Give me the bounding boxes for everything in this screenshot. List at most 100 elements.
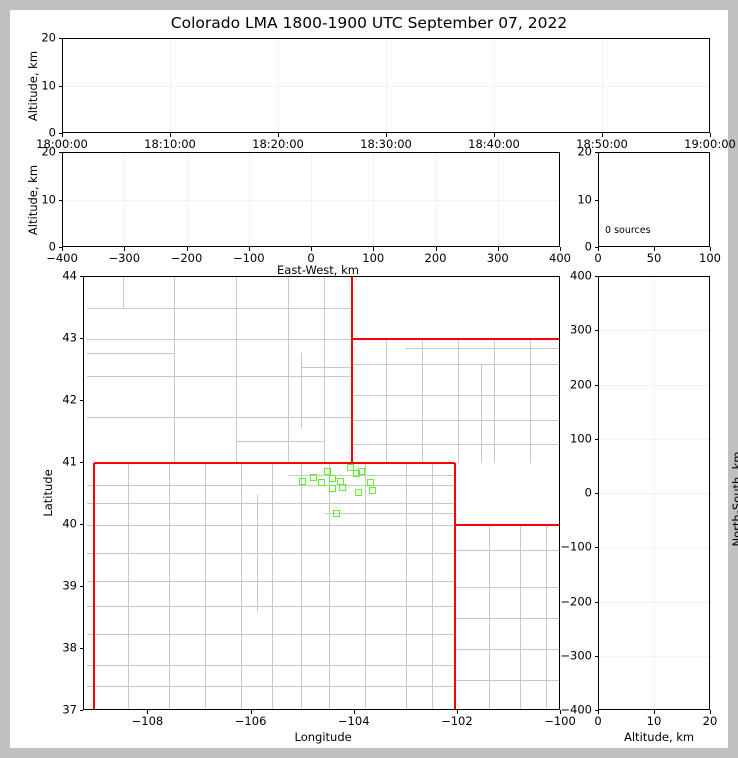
axis-ticklabel-x: −106 [234,714,267,728]
grid-line-horizontal [63,199,559,201]
figure-title: Colorado LMA 1800-1900 UTC September 07,… [170,14,568,32]
county-border [488,525,490,709]
axis-ticklabel-y: 400 [570,268,592,283]
axis-label-y-north-south: North-South, km [730,451,738,547]
axis-tick-x [62,133,63,137]
county-border [455,649,559,650]
axis-tick-y [594,384,598,386]
axis-ticklabel-x: 18:30:00 [360,137,412,151]
axis-label-x-east-west: East-West, km [277,263,359,277]
county-border [352,363,559,365]
lma-station-marker [357,468,365,476]
grid-line-horizontal [599,384,709,386]
axis-tick-x [654,247,655,251]
county-border [86,339,353,340]
axis-ticklabel-x: 200 [424,251,447,265]
panel-altitude-vs-time[interactable] [62,38,710,133]
axis-tick-y [594,710,598,711]
county-border [328,463,330,709]
county-border [432,463,434,709]
county-border [352,394,559,396]
axis-ticklabel-y: −100 [560,539,592,554]
county-border [545,525,547,709]
county-border [365,463,367,709]
axis-ticklabel-x: 400 [549,251,571,265]
grid-line-horizontal [599,330,709,332]
county-border [122,277,124,308]
axis-tick-x [560,710,561,714]
state-border [455,524,559,526]
axis-ticklabel-y: 43 [62,330,77,345]
axis-ticklabel-x: 0 [307,251,315,265]
county-border [493,339,495,463]
lma-station-marker [328,475,336,482]
axis-ticklabel-y: −300 [560,648,592,662]
county-border [323,277,325,463]
axis-ticklabel-x: 18:00:00 [36,137,88,151]
axis-tick-x [278,133,279,137]
county-border [385,339,387,463]
county-border [455,587,559,588]
axis-ticklabel-y: 40 [62,516,77,531]
lma-station-marker [355,489,363,497]
county-border [519,525,521,709]
county-border [457,339,459,463]
axis-ticklabel-x: 18:10:00 [144,137,196,151]
lma-station-marker [368,486,376,494]
axis-ticklabel-y: 10 [577,191,592,206]
county-border [352,444,559,446]
axis-tick-y [594,276,598,277]
axis-tick-y [58,133,62,134]
panel-altitude-vs-east-west[interactable] [62,152,560,247]
axis-tick-x [602,133,603,137]
state-border [92,463,95,709]
axis-tick-y [58,152,62,153]
county-border [481,363,483,463]
panel-source-histogram[interactable]: 0 sources [598,152,710,247]
axis-ticklabel-y: 42 [62,392,77,407]
axis-tick-y [79,276,83,277]
county-border [86,503,456,505]
axis-label-x-altitude: Altitude, km [624,730,695,744]
axis-ticklabel-y: 10 [41,191,56,206]
axis-ticklabel-x: −100 [232,251,265,265]
county-border [455,618,559,619]
axis-ticklabel-x: −104 [337,714,370,728]
state-border [352,338,559,340]
axis-ticklabel-x: 18:50:00 [576,137,628,151]
grid-line-horizontal [599,601,709,603]
axis-tick-y [594,330,598,332]
panel-map-latitude-longitude[interactable] [83,276,560,710]
axis-tick-x [62,247,63,251]
lma-station-marker [298,478,306,486]
axis-ticklabel-y: 41 [62,454,77,469]
county-border [455,549,559,551]
county-border [241,463,243,709]
grid-line-horizontal [599,438,709,440]
axis-tick-x [386,133,387,137]
axis-ticklabel-x: 100 [699,251,721,265]
axis-tick-y [58,247,62,248]
county-border [205,463,207,709]
axis-tick-x [497,247,499,251]
axis-label-y-latitude: Latitude [41,469,55,517]
axis-tick-y [79,400,83,401]
grid-line-horizontal [599,493,709,494]
grid-line-horizontal [599,547,709,549]
axis-tick-x [124,247,126,251]
axis-ticklabel-x: −102 [441,714,473,728]
axis-tick-y [79,462,83,463]
county-border [86,633,456,635]
county-border [86,580,456,582]
panel-north-south-vs-altitude[interactable] [598,276,710,710]
county-border [323,512,456,514]
axis-tick-x [456,710,458,714]
lma-station-marker [333,510,341,518]
county-border [272,463,274,709]
axis-tick-y [79,648,83,649]
axis-ticklabel-x: −108 [131,714,164,728]
lma-station-marker [352,470,360,478]
county-border [287,277,289,463]
axis-tick-x [435,247,437,251]
axis-ticklabel-x: 0 [594,251,602,265]
